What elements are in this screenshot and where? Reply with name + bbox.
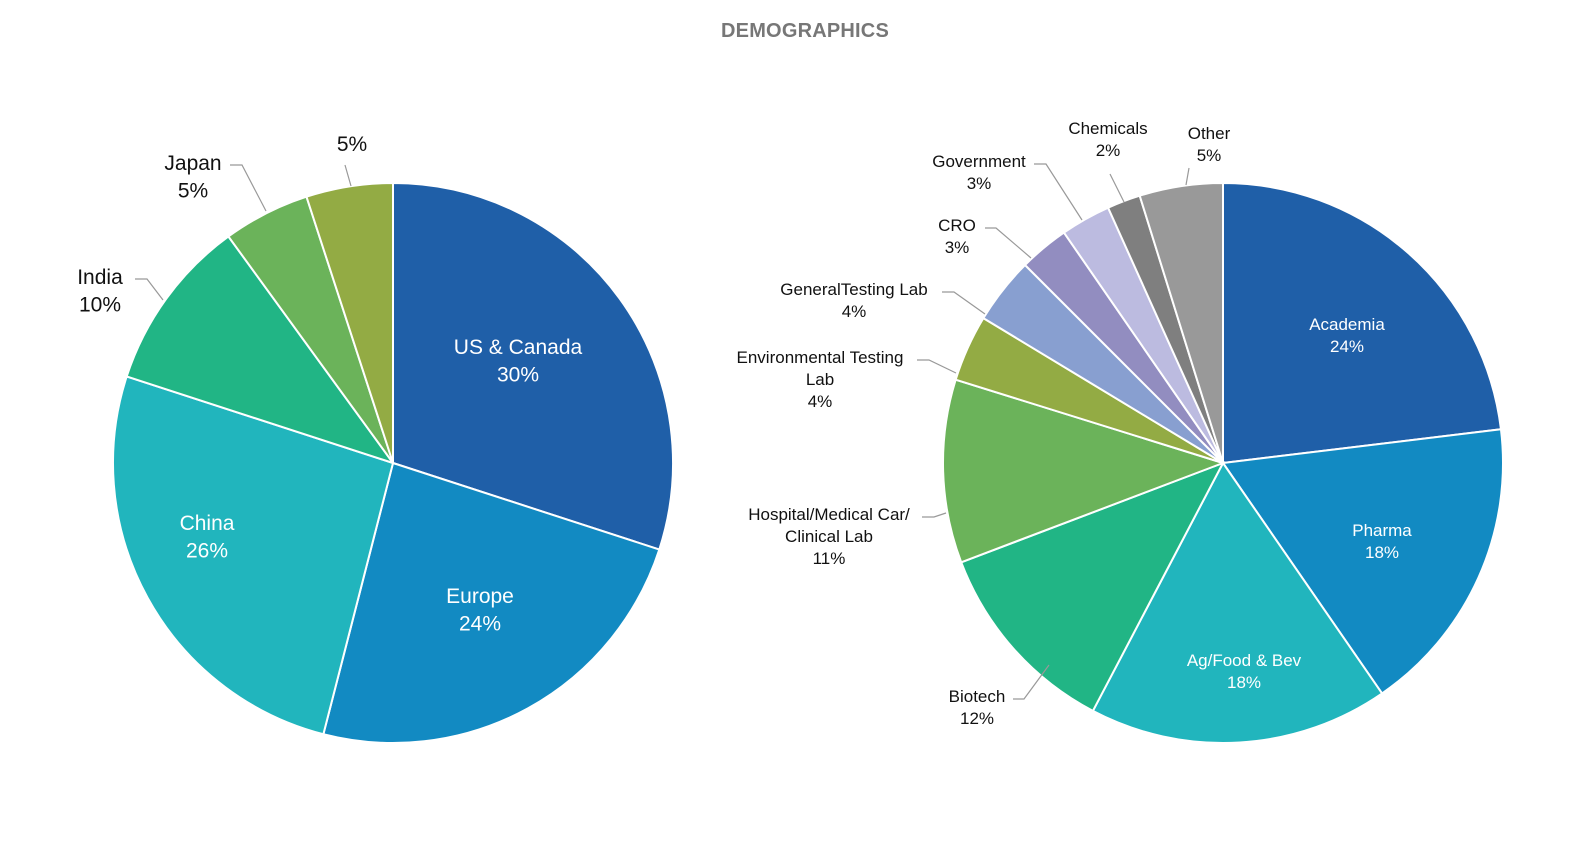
pie-slice-hospital-medical-car-clinical-lab[interactable] bbox=[942, 378, 1227, 564]
slice-value-us-canada: 30% bbox=[497, 363, 539, 386]
leader-line-india bbox=[135, 278, 164, 301]
slice-value-japan: 5% bbox=[178, 179, 208, 202]
pie-slice-slice-5[interactable] bbox=[305, 181, 394, 464]
slice-label-government: Government 3% bbox=[932, 152, 1026, 193]
page-title: DEMOGRAPHICS bbox=[721, 20, 889, 42]
slice-value-india: 10% bbox=[79, 293, 121, 316]
slice-value-government: 3% bbox=[967, 175, 992, 194]
slice-label-cro: CRO 3% bbox=[938, 216, 976, 257]
slice-label-other: Other 5% bbox=[1188, 124, 1231, 165]
slice-name-biotech: Biotech bbox=[949, 687, 1006, 706]
slice-value-pharma: 18% bbox=[1365, 544, 1399, 563]
slice-value-europe: 24% bbox=[459, 612, 501, 635]
slice-name-india: India bbox=[77, 266, 123, 289]
pie-slice-europe[interactable] bbox=[322, 461, 661, 744]
slice-name-other: Other bbox=[1188, 124, 1231, 143]
slice-value-china: 26% bbox=[186, 539, 228, 562]
industry-pie-chart: Academia 24% Pharma 18% Ag/Food & Bev 18% Biot… bbox=[737, 119, 1504, 744]
leader-line-chemicals bbox=[1109, 173, 1125, 203]
pie-slice-academia[interactable] bbox=[1222, 181, 1503, 465]
slice-label-biotech: Biotech 12% bbox=[949, 687, 1006, 728]
slice-name-government: Government bbox=[932, 152, 1026, 171]
slice-label-ag-food-bev: Ag/Food & Bev 18% bbox=[1187, 651, 1302, 692]
leader-line-other bbox=[1185, 167, 1190, 186]
slice-label-generaltesting-lab: GeneralTesting Lab 4% bbox=[780, 280, 927, 321]
slice-name-chemicals: Chemicals bbox=[1068, 119, 1147, 138]
slice-name-cro: CRO bbox=[938, 216, 976, 235]
pie-slice-ag-food-bev[interactable] bbox=[1091, 461, 1384, 744]
slice-label-india: India 10% bbox=[77, 266, 123, 316]
slice-value-hospital-medical-car-clinical-lab: 11% bbox=[813, 550, 846, 569]
slice-value-generaltesting-lab: 4% bbox=[842, 303, 867, 322]
region-pie-chart: US & Canada 30% Europe 24% China 26% India 10% J… bbox=[77, 133, 674, 744]
slice-value-academia: 24% bbox=[1330, 338, 1364, 357]
leader-line-japan bbox=[230, 164, 267, 212]
slice-label-us-canada: US & Canada 30% bbox=[454, 336, 583, 386]
slice-label-slice-5: 5% bbox=[337, 133, 367, 156]
slice-name-generaltesting-lab: GeneralTesting Lab bbox=[780, 280, 927, 299]
slice-label-china: China 26% bbox=[180, 512, 235, 562]
slice-name-hospital-medical-car-clinical-lab: Hospital/Medical Car/ bbox=[748, 505, 910, 524]
slice-name-europe: Europe bbox=[446, 585, 514, 608]
pie-slice-india[interactable] bbox=[125, 235, 396, 465]
slice-name-us-canada: US & Canada bbox=[454, 336, 583, 359]
slice-name-ag-food-bev: Ag/Food & Bev bbox=[1187, 651, 1302, 670]
slice-name-pharma: Pharma bbox=[1352, 521, 1412, 540]
leader-line-environmental-testing-lab bbox=[917, 359, 957, 374]
pie-slice-biotech[interactable] bbox=[959, 461, 1226, 713]
slice-value-biotech: 12% bbox=[960, 710, 994, 729]
pie-slice-pharma[interactable] bbox=[1221, 428, 1504, 695]
slice-value-slice-5: 5% bbox=[337, 133, 367, 156]
leader-line-slice-5 bbox=[344, 164, 352, 187]
slice-value-chemicals: 2% bbox=[1096, 142, 1121, 161]
slice-label-europe: Europe 24% bbox=[446, 585, 514, 635]
slice-value-environmental-testing-lab: 4% bbox=[808, 393, 833, 412]
leader-line-generaltesting-lab bbox=[942, 291, 986, 315]
slice-value-other: 5% bbox=[1197, 147, 1222, 166]
leader-line-biotech bbox=[1013, 664, 1050, 700]
slice-label-chemicals: Chemicals 2% bbox=[1068, 119, 1147, 160]
slice-label-environmental-testing-lab: Environmental Testing Lab 4% bbox=[737, 348, 904, 411]
slice-name-academia: Academia bbox=[1309, 315, 1385, 334]
slice-label-pharma: Pharma 18% bbox=[1352, 521, 1412, 562]
slice-name-japan: Japan bbox=[164, 152, 221, 175]
leader-line-government bbox=[1034, 163, 1083, 221]
slice-value-ag-food-bev: 18% bbox=[1227, 674, 1261, 693]
slice-value-cro: 3% bbox=[945, 239, 970, 258]
pie-slice-china[interactable] bbox=[112, 375, 395, 736]
pie-slice-us-canada[interactable] bbox=[392, 181, 674, 551]
slice-label-japan: Japan 5% bbox=[164, 152, 221, 202]
slice-name-environmental-testing-lab: Lab bbox=[806, 371, 834, 390]
slice-name-china: China bbox=[180, 512, 235, 535]
slice-name-hospital-medical-car-clinical-lab: Clinical Lab bbox=[785, 528, 873, 547]
leader-line-hospital-medical-car-clinical-lab bbox=[922, 512, 947, 518]
slice-name-environmental-testing-lab: Environmental Testing bbox=[737, 348, 904, 367]
leader-line-cro bbox=[985, 227, 1032, 259]
slice-label-hospital-medical-car-clinical-lab: Hospital/Medical Car/Clinical Lab 11% bbox=[748, 505, 910, 568]
slice-label-academia: Academia 24% bbox=[1309, 315, 1385, 356]
pie-slice-other[interactable] bbox=[1138, 181, 1224, 464]
